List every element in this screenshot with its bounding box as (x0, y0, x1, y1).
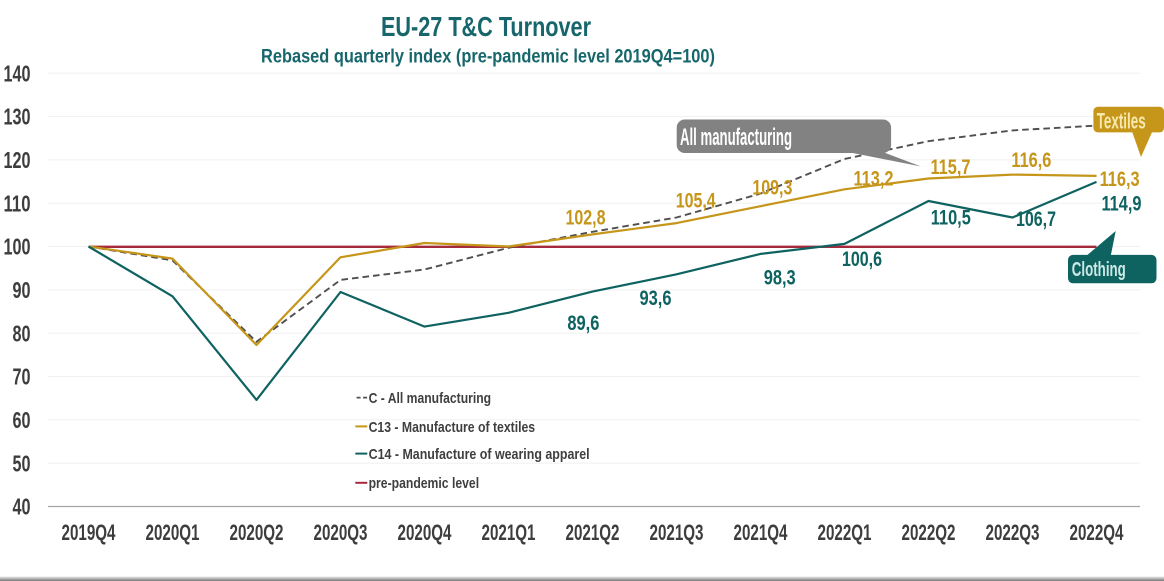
svg-text:100,6: 100,6 (842, 248, 882, 271)
svg-text:120: 120 (4, 147, 31, 173)
svg-text:116,3: 116,3 (1100, 168, 1140, 191)
svg-text:2022Q4: 2022Q4 (1070, 520, 1125, 545)
svg-text:110,5: 110,5 (931, 207, 971, 230)
svg-text:C - All manufacturing: C - All manufacturing (369, 390, 492, 407)
svg-text:2020Q3: 2020Q3 (314, 520, 368, 545)
svg-text:50: 50 (13, 450, 31, 476)
svg-text:All manufacturing: All manufacturing (680, 124, 792, 151)
svg-text:130: 130 (4, 104, 31, 130)
svg-text:C13 - Manufacture of textiles: C13 - Manufacture of textiles (369, 419, 535, 436)
svg-text:60: 60 (13, 407, 31, 433)
svg-text:pre-pandemic level: pre-pandemic level (369, 475, 480, 492)
svg-text:2021Q4: 2021Q4 (734, 520, 789, 545)
svg-text:2020Q4: 2020Q4 (398, 520, 453, 545)
svg-text:93,6: 93,6 (640, 287, 672, 310)
svg-text:2021Q2: 2021Q2 (566, 520, 620, 545)
svg-text:2020Q1: 2020Q1 (146, 520, 200, 545)
svg-text:2020Q2: 2020Q2 (230, 520, 284, 545)
svg-text:89,6: 89,6 (567, 312, 599, 335)
svg-text:2021Q1: 2021Q1 (482, 520, 536, 545)
svg-text:40: 40 (13, 494, 31, 520)
svg-text:106,7: 106,7 (1016, 208, 1056, 231)
svg-text:Textiles: Textiles (1097, 108, 1146, 133)
svg-text:114,9: 114,9 (1102, 193, 1142, 216)
svg-text:C14 - Manufacture of wearing a: C14 - Manufacture of wearing apparel (369, 446, 590, 463)
svg-text:70: 70 (13, 364, 31, 390)
svg-text:Clothing: Clothing (1072, 258, 1126, 281)
svg-text:140: 140 (4, 60, 31, 86)
svg-text:EU-27 T&C Turnover: EU-27 T&C Turnover (381, 11, 591, 42)
svg-text:105,4: 105,4 (676, 190, 716, 213)
svg-text:80: 80 (13, 320, 31, 346)
svg-text:2022Q2: 2022Q2 (902, 520, 956, 545)
svg-text:98,3: 98,3 (764, 267, 796, 290)
svg-text:110: 110 (4, 190, 31, 216)
svg-text:2022Q3: 2022Q3 (986, 520, 1040, 545)
svg-text:2019Q4: 2019Q4 (62, 520, 117, 545)
svg-text:100: 100 (4, 234, 31, 260)
svg-text:113,2: 113,2 (854, 168, 894, 191)
svg-text:116,6: 116,6 (1011, 149, 1051, 172)
svg-text:109,3: 109,3 (752, 177, 792, 200)
svg-text:2022Q1: 2022Q1 (818, 520, 872, 545)
svg-text:102,8: 102,8 (566, 207, 606, 230)
svg-text:Rebased quarterly index (pre-p: Rebased quarterly index (pre-pandemic le… (261, 46, 715, 68)
svg-text:115,7: 115,7 (931, 156, 971, 179)
svg-text:90: 90 (13, 277, 31, 303)
svg-text:2021Q3: 2021Q3 (650, 520, 704, 545)
